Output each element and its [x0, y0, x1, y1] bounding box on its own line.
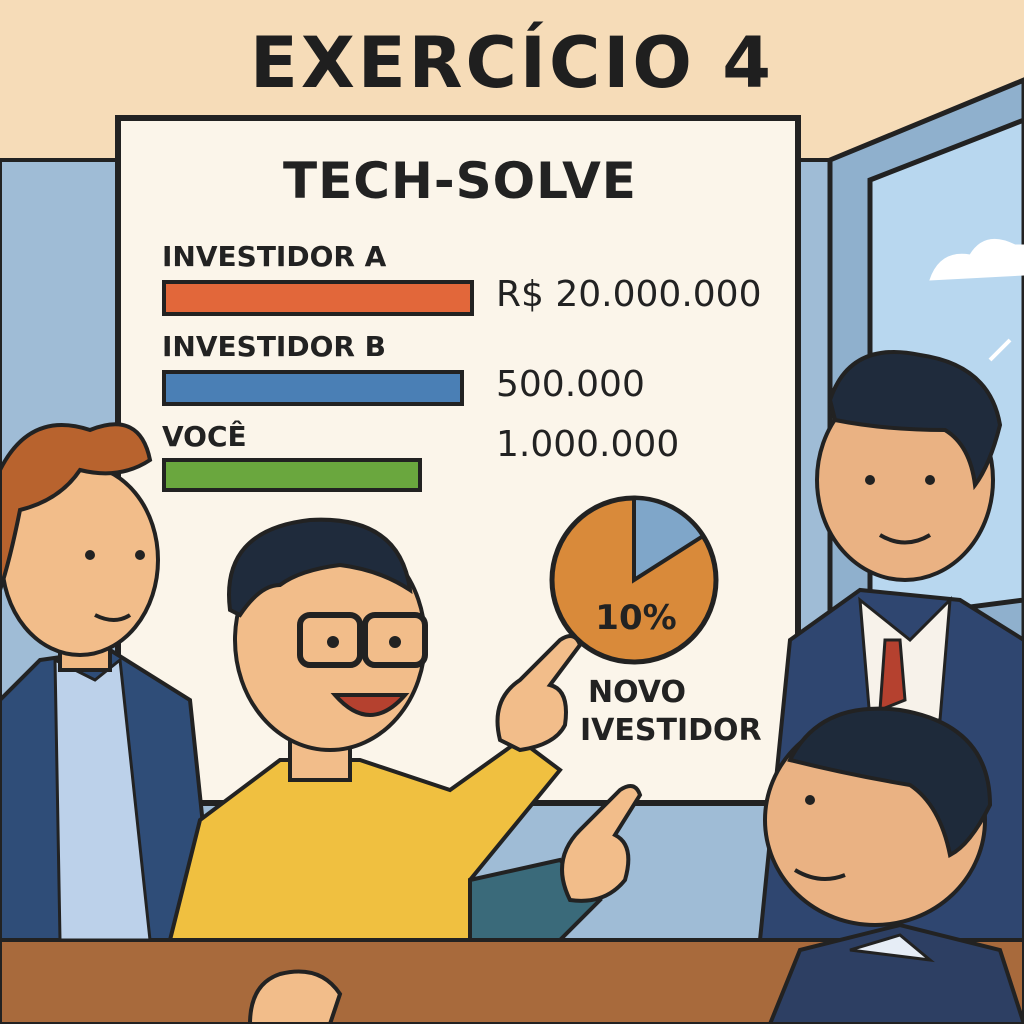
page-title: EXERCÍCIO 4: [250, 22, 774, 104]
investor-a-value: R$ 20.000.000: [496, 274, 762, 315]
bar-investidor-a: [162, 280, 474, 316]
person-center-yellow-shirt: [167, 517, 643, 1024]
bar-investidor-b: [162, 370, 464, 406]
pie-percent-label: 10%: [595, 598, 677, 638]
company-title: TECH-SOLVE: [283, 152, 637, 210]
person-left: [0, 422, 218, 942]
bar-voce: [162, 458, 422, 492]
voce-value: 1.000.000: [496, 424, 680, 465]
investor-b-value: 500.000: [496, 364, 645, 405]
investor-b-label: INVESTIDOR B: [162, 330, 387, 363]
voce-label: VOCÊ: [162, 420, 247, 453]
investor-a-label: INVESTIDOR A: [162, 240, 387, 273]
pie-chart: [549, 495, 719, 665]
person-right-seated: [763, 706, 1024, 1024]
pie-caption-line1: NOVO: [588, 675, 686, 710]
pie-caption-line2: IVESTIDOR: [580, 713, 762, 748]
